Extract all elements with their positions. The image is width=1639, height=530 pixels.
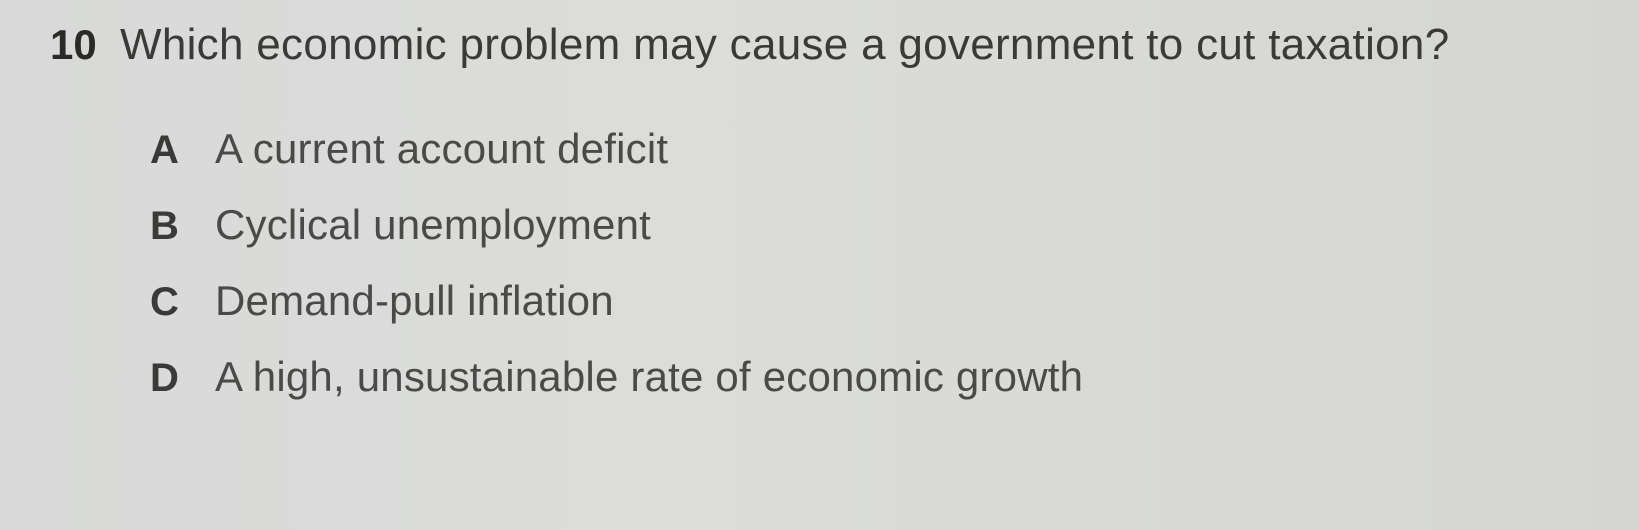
option-text: A high, unsustainable rate of economic g… — [215, 353, 1083, 401]
option-text: Cyclical unemployment — [215, 201, 651, 249]
options-list: A A current account deficit B Cyclical u… — [50, 125, 1599, 401]
option-d: D A high, unsustainable rate of economic… — [150, 353, 1599, 401]
option-letter: C — [150, 280, 185, 325]
option-c: C Demand-pull inflation — [150, 277, 1599, 325]
option-letter: D — [150, 356, 185, 401]
option-text: A current account deficit — [215, 125, 668, 173]
option-b: B Cyclical unemployment — [150, 201, 1599, 249]
option-a: A A current account deficit — [150, 125, 1599, 173]
option-letter: B — [150, 204, 185, 249]
question-number: 10 — [50, 21, 100, 69]
option-text: Demand-pull inflation — [215, 277, 614, 325]
question-row: 10 Which economic problem may cause a go… — [50, 20, 1599, 70]
question-text: Which economic problem may cause a gover… — [120, 20, 1449, 70]
option-letter: A — [150, 128, 185, 173]
